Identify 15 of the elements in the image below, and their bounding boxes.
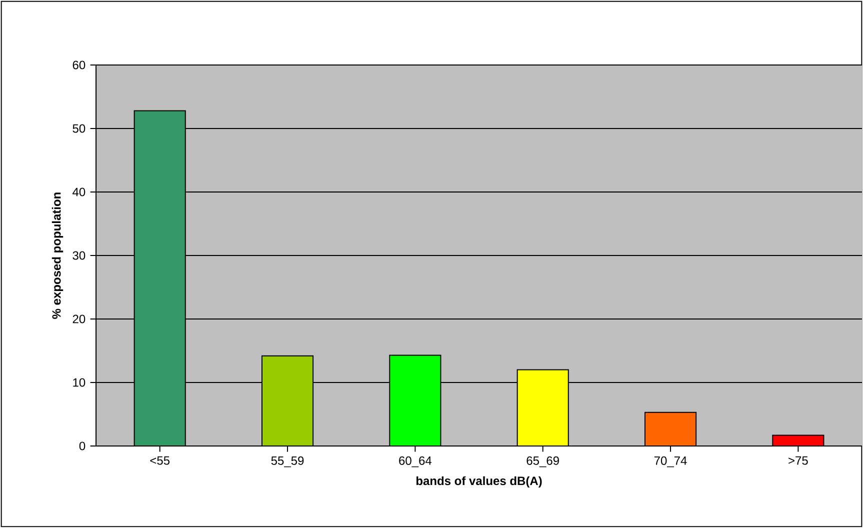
x-tick-label: 60_64 xyxy=(399,456,432,468)
y-tick-label: 50 xyxy=(72,124,86,133)
y-tick-label: 40 xyxy=(72,188,86,196)
y-tick-label: 10 xyxy=(73,378,86,387)
x-tick-label: >75 xyxy=(788,456,808,465)
x-tick-label: 65_69 xyxy=(526,456,559,468)
x-tick-label: 70_74 xyxy=(654,456,687,468)
y-tick-label: 30 xyxy=(72,251,86,260)
y-tick-label: 0 xyxy=(79,442,86,450)
x-tick-label: <55 xyxy=(150,456,170,465)
x-axis-title: bands of values dB(A) xyxy=(416,476,542,488)
y-tick-label: 60 xyxy=(72,60,86,70)
y-tick-label: 20 xyxy=(72,314,86,324)
x-tick-label: 55_59 xyxy=(271,456,304,468)
y-axis-title: % exposed population xyxy=(52,192,64,319)
